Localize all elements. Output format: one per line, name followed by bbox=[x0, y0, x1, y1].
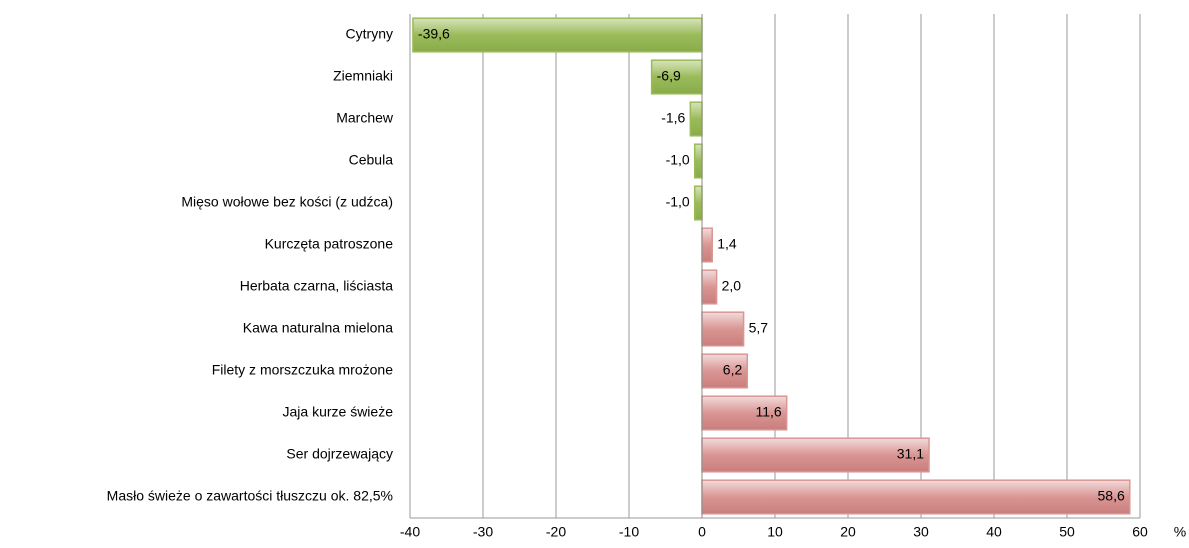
bar bbox=[412, 17, 703, 53]
x-tick-label: 0 bbox=[698, 524, 706, 540]
y-tick-label: Marchew bbox=[336, 110, 394, 126]
data-label: -1,0 bbox=[666, 194, 690, 210]
bar bbox=[689, 101, 703, 137]
data-label: -1,0 bbox=[666, 152, 690, 168]
y-tick-label: Ziemniaki bbox=[333, 68, 393, 84]
x-tick-label: -40 bbox=[400, 524, 420, 540]
bar bbox=[650, 59, 703, 95]
bar bbox=[701, 269, 718, 305]
x-tick-label: 30 bbox=[913, 524, 929, 540]
data-label: 6,2 bbox=[723, 362, 743, 378]
y-tick-label: Herbata czarna, liściasta bbox=[240, 278, 394, 294]
x-tick-label: 20 bbox=[840, 524, 856, 540]
y-tick-label: Jaja kurze świeże bbox=[283, 404, 394, 420]
data-label: 58,6 bbox=[1098, 488, 1125, 504]
data-label: 5,7 bbox=[749, 320, 769, 336]
bar bbox=[701, 437, 930, 473]
y-tick-label: Masło świeże o zawartości tłuszczu ok. 8… bbox=[107, 488, 393, 504]
y-tick-label: Cytryny bbox=[346, 26, 393, 42]
bar bbox=[701, 311, 745, 347]
y-tick-label: Kurczęta patroszone bbox=[265, 236, 394, 252]
bar bbox=[693, 143, 703, 179]
y-tick-label: Mięso wołowe bez kości (z udźca) bbox=[181, 194, 393, 210]
data-label: -6,9 bbox=[657, 68, 681, 84]
data-label: 2,0 bbox=[722, 278, 742, 294]
data-label: 1,4 bbox=[717, 236, 737, 252]
bar bbox=[701, 479, 1131, 515]
bar bbox=[701, 353, 749, 389]
data-label: 31,1 bbox=[897, 446, 924, 462]
y-tick-label: Kawa naturalna mielona bbox=[243, 320, 393, 336]
data-label: -1,6 bbox=[661, 110, 685, 126]
x-tick-label: 10 bbox=[767, 524, 783, 540]
x-axis-label: % bbox=[1174, 524, 1186, 540]
x-tick-label: 60 bbox=[1132, 524, 1148, 540]
x-tick-label: 50 bbox=[1059, 524, 1075, 540]
data-label: 11,6 bbox=[755, 404, 781, 420]
y-tick-label: Ser dojrzewający bbox=[286, 446, 393, 462]
data-label: -39,6 bbox=[418, 26, 450, 42]
y-tick-label: Cebula bbox=[349, 152, 394, 168]
x-tick-label: -30 bbox=[473, 524, 493, 540]
x-tick-label: -20 bbox=[546, 524, 566, 540]
x-tick-label: -10 bbox=[619, 524, 639, 540]
bar bbox=[701, 227, 713, 263]
bar bbox=[701, 395, 788, 431]
x-tick-label: 40 bbox=[986, 524, 1002, 540]
bar bbox=[693, 185, 703, 221]
y-tick-label: Filety z morszczuka mrożone bbox=[212, 362, 393, 378]
